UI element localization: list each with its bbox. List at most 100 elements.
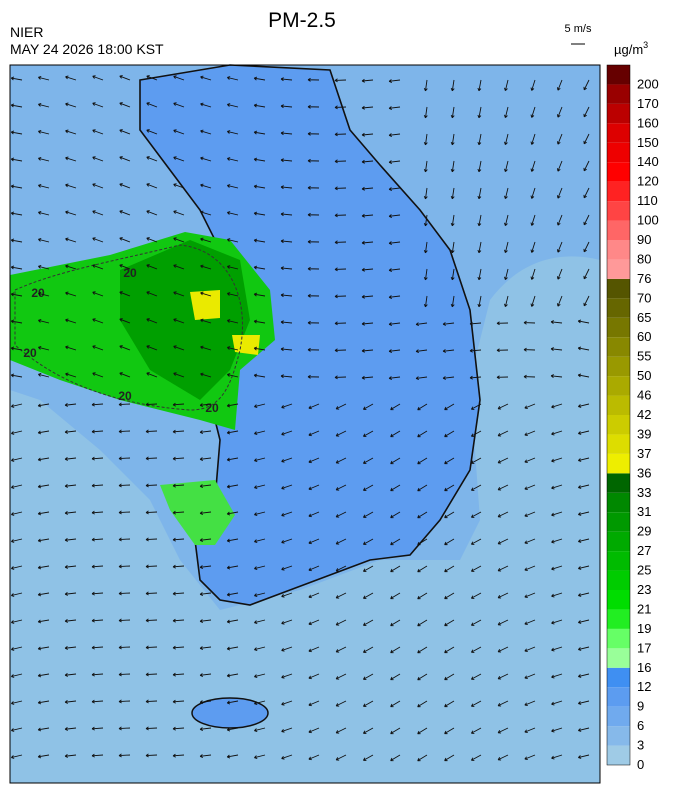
wind-arrow [37,592,50,597]
wind-arrow [172,726,185,731]
wind-arrow [551,403,563,409]
wind-scale: 5 m/s [565,23,592,35]
wind-arrow [37,430,50,435]
colorbar-segment [607,492,630,513]
wind-arrow [470,511,482,518]
wind-arrow [551,727,563,733]
wind-arrow [253,292,266,297]
wind-arrow [281,484,293,490]
wind-arrow [253,184,266,189]
wind-arrow [308,646,320,653]
wind-arrow [417,403,428,411]
colorbar-label: 90 [637,232,651,247]
wind-arrow [172,402,185,407]
wind-arrow [530,241,536,253]
wind-arrow [477,241,482,254]
wind-arrow [226,538,239,543]
wind-arrow [556,187,563,199]
wind-arrow [450,79,455,92]
wind-arrow [469,348,482,353]
wind-arrow [307,131,320,136]
wind-arrow [91,753,104,758]
wind-arrow [145,564,158,569]
wind-arrow [556,295,563,307]
wind-arrow [254,727,266,733]
wind-arrow [281,646,293,652]
wind-arrow [417,430,428,438]
wind-arrow [200,183,212,189]
wind-arrow [91,402,104,407]
wind-arrow [524,457,536,464]
wind-arrow [363,511,374,518]
wind-arrow [118,510,131,515]
wind-arrow [64,484,77,488]
wind-arrow [145,645,158,650]
wind-arrow [551,538,563,544]
wind-arrow [577,565,590,570]
colorbar-segment [607,298,630,318]
wind-arrow [308,700,320,707]
wind-arrow [423,187,428,200]
wind-arrow [388,133,401,137]
wind-arrow [253,319,266,324]
wind-arrow [530,268,536,280]
colorbar-segment [607,103,630,124]
wind-arrow [92,264,104,270]
wind-arrow [334,213,347,218]
wind-arrow [199,484,212,488]
map-frame [9,64,601,784]
wind-arrow [361,78,374,83]
wind-arrow [388,79,401,83]
colorbar-segment [607,551,630,571]
wind-arrow [10,346,23,351]
wind-arrow [281,673,293,679]
wind-arrow [145,510,158,515]
colorbar-segment [607,590,630,610]
wind-arrow [444,646,455,654]
wind-arrow [199,457,212,461]
colorbar-segment [607,531,630,552]
wind-arrow [10,184,23,189]
wind-arrow [173,156,185,162]
contour-label: 20 [23,346,37,360]
wind-arrow [497,646,509,653]
wind-arrow [118,429,131,434]
wind-arrow [523,320,536,325]
wind-arrow [423,241,428,254]
wind-arrow [119,75,131,81]
wind-arrow [504,79,509,91]
wind-arrow [254,673,266,679]
wind-arrow [361,105,374,110]
wind-arrow [92,372,104,378]
wind-arrow [551,673,563,679]
wind-arrow [38,345,50,351]
wind-arrow [91,591,104,596]
wind-arrow [417,565,428,573]
wind-arrow [497,538,509,545]
wind-arrow [470,403,482,410]
wind-arrow [253,76,266,81]
wind-arrow [334,321,347,326]
wind-arrow [172,564,185,569]
wind-arrow [173,345,185,351]
wind-arrow [390,727,401,735]
wind-arrow [172,456,185,461]
wind-arrow [388,160,401,164]
wind-arrow [423,106,428,119]
wind-arrow [91,645,104,650]
wind-arrow [307,212,320,217]
wind-arrow [65,345,77,351]
wind-arrow [173,318,185,324]
wind-arrow [146,372,158,378]
wind-arrow [226,484,239,489]
wind-arrow [281,403,293,409]
wind-arrow [91,510,104,515]
wind-arrow [38,129,50,135]
wind-arrow [91,618,104,623]
wind-arrow [118,645,131,650]
wind-arrow [524,592,536,599]
wind-arrow [173,183,185,189]
wind-arrow [504,241,509,253]
wind-arrow [388,214,401,218]
wind-arrow [91,672,104,677]
